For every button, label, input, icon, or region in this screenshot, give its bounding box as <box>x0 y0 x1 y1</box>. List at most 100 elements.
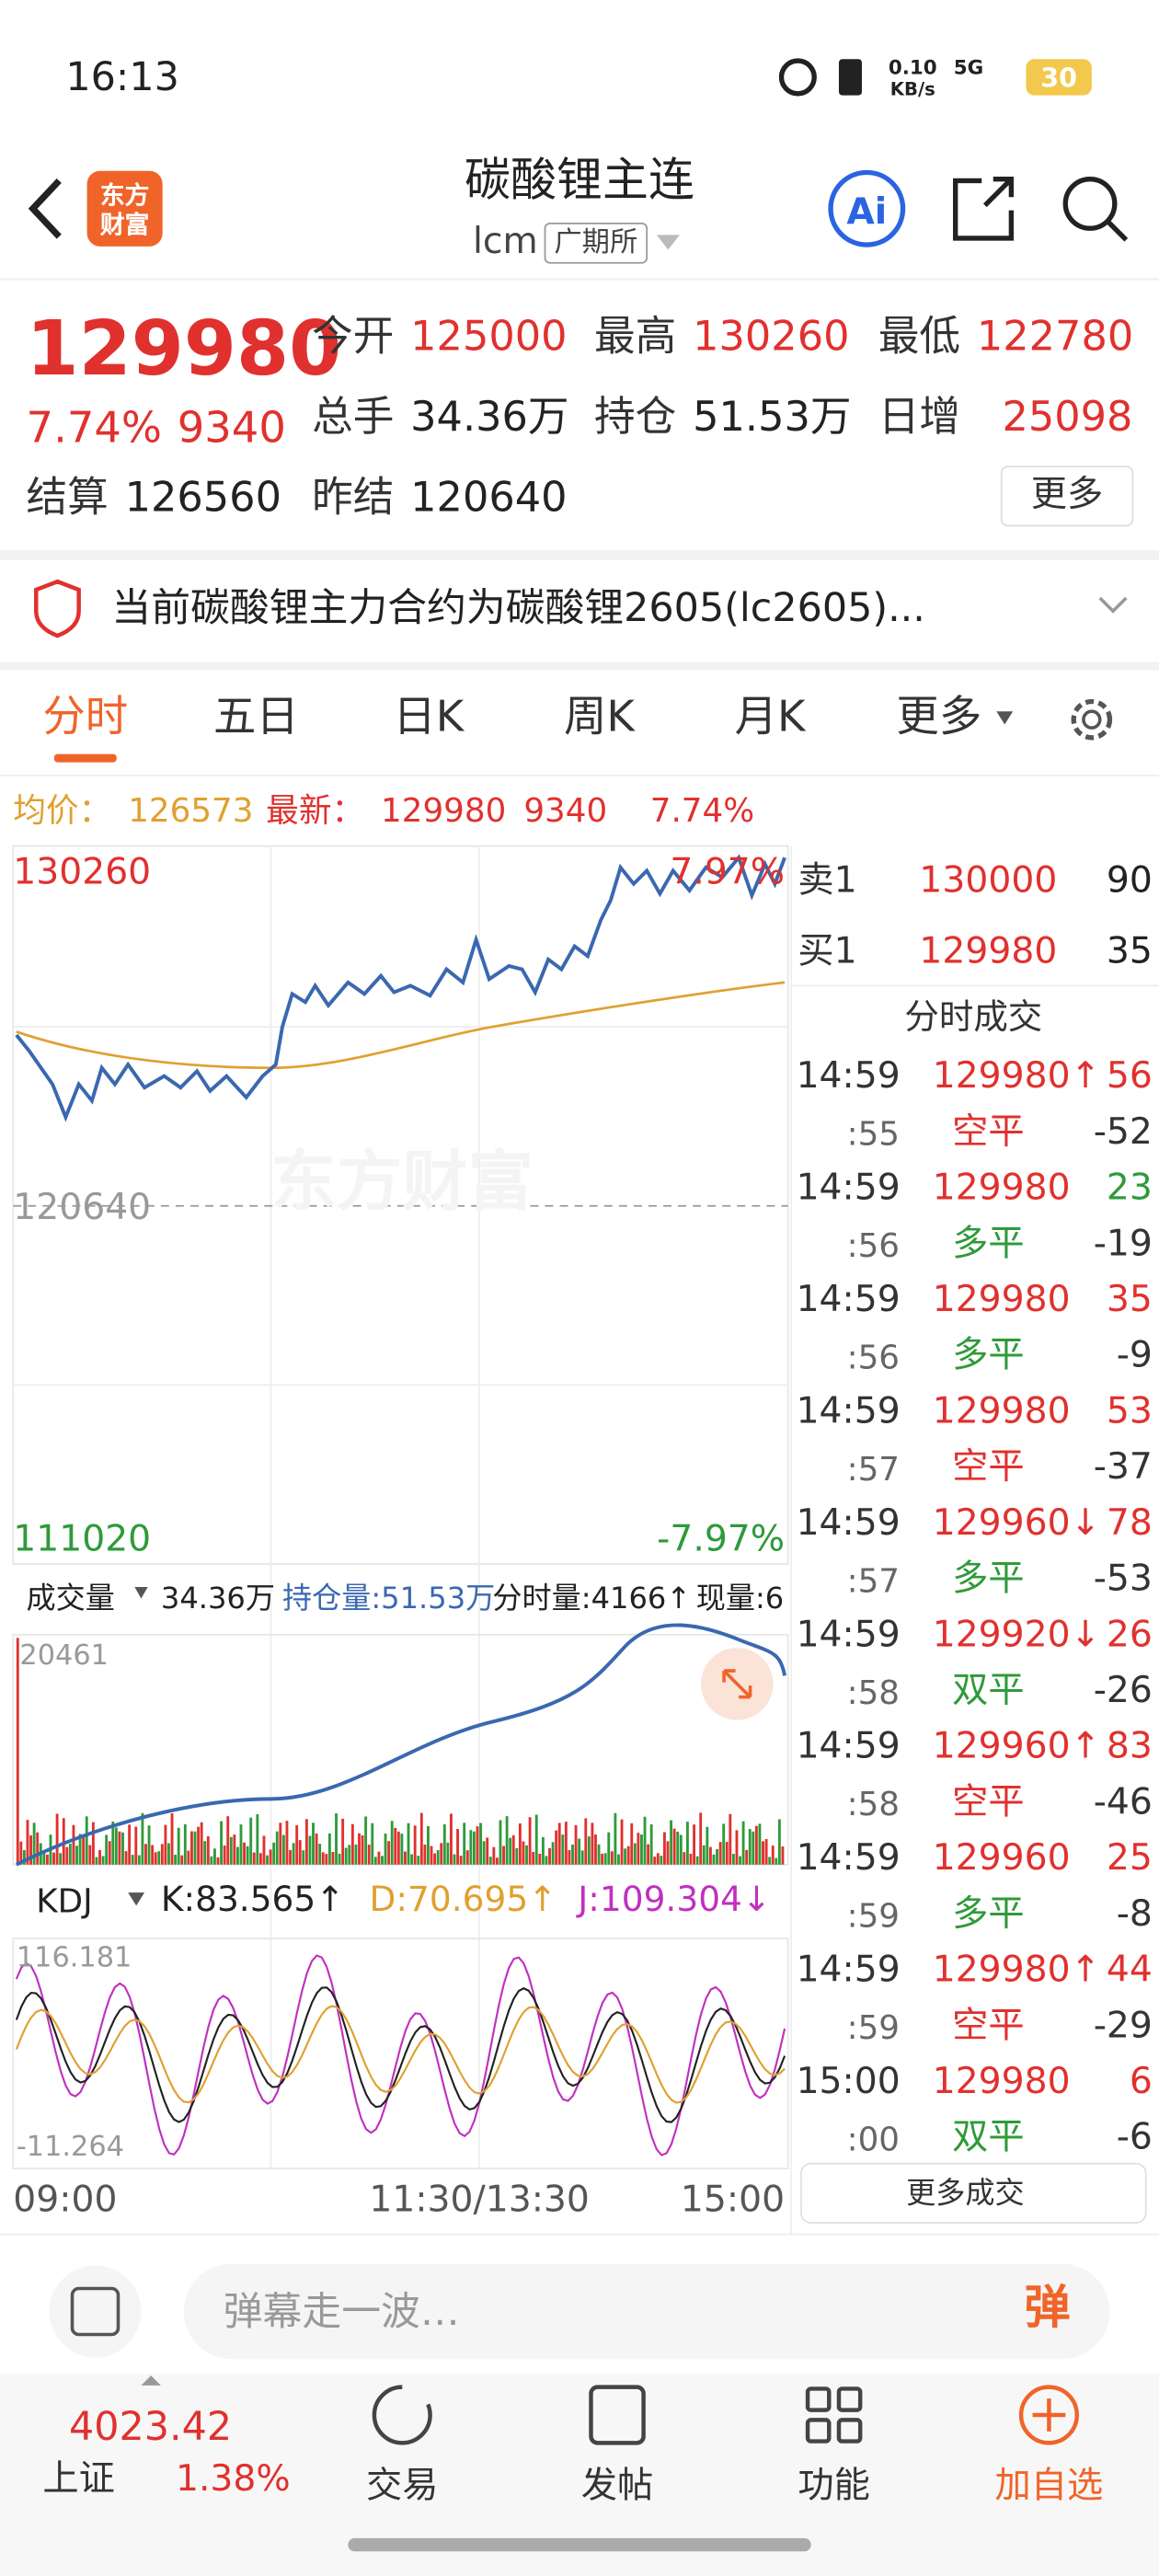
comment-icon-bg[interactable] <box>49 2265 142 2358</box>
trade-change: -53 <box>1093 1558 1153 1600</box>
volume-bar <box>603 1853 607 1865</box>
tab[interactable]: 月K <box>734 694 806 743</box>
search-icon[interactable] <box>1062 176 1118 231</box>
volume-bar <box>450 1813 453 1865</box>
trade-price: 129980 <box>932 1391 1071 1432</box>
settings-icon[interactable] <box>1071 698 1113 741</box>
volume-max: 20461 <box>19 1639 109 1673</box>
trade-second: :57 <box>846 1560 901 1601</box>
volume-bar <box>545 1856 548 1865</box>
volume-bar <box>190 1831 193 1865</box>
nav-label[interactable]: 发帖 <box>580 2465 654 2507</box>
volume-bar <box>213 1848 216 1865</box>
volume-bar <box>574 1824 578 1865</box>
volume-bar <box>617 1854 620 1865</box>
kdj-frame <box>12 1938 789 2170</box>
volume-bar <box>390 1821 394 1865</box>
more-trades-button[interactable] <box>800 2162 1147 2224</box>
danmaku-button[interactable]: 弹 <box>1024 2280 1071 2335</box>
post-icon[interactable] <box>589 2385 646 2445</box>
volume-bar <box>279 1823 282 1865</box>
field-value: 130260 <box>693 312 850 361</box>
nav-label[interactable]: 交易 <box>365 2465 439 2507</box>
back-icon[interactable] <box>28 178 62 239</box>
volume-bar <box>144 1844 147 1865</box>
volume-bar <box>482 1841 486 1865</box>
nav-label[interactable]: 加自选 <box>994 2465 1104 2507</box>
volume-bar <box>427 1825 430 1865</box>
volume-bar <box>509 1837 512 1865</box>
volume-bar <box>640 1834 643 1865</box>
ai-icon[interactable] <box>828 169 906 247</box>
volume-bar <box>735 1830 739 1865</box>
order-volume: 90 <box>1106 860 1153 902</box>
volume-bar <box>781 1846 785 1865</box>
dropdown-icon[interactable] <box>656 235 680 250</box>
selector-dropdown[interactable] <box>134 1586 148 1599</box>
kdj-selector[interactable]: KDJ <box>36 1880 93 1921</box>
comment-placeholder: 弹幕走一波… <box>223 2287 460 2334</box>
volume-bar <box>486 1837 489 1865</box>
volume-bar <box>371 1823 374 1865</box>
tab-dropdown[interactable] <box>996 711 1014 725</box>
title: 碳酸锂主连 <box>465 153 694 208</box>
tab[interactable]: 更多 <box>896 694 982 743</box>
trade-second: :59 <box>846 1895 901 1936</box>
gap <box>0 550 1159 560</box>
volume-bar <box>272 1842 276 1865</box>
volume-bar <box>187 1850 190 1865</box>
trade-time: 14:59 <box>796 1614 901 1656</box>
tab[interactable]: 日K <box>393 694 465 743</box>
comment-input[interactable] <box>183 2263 1110 2360</box>
expand-index-icon[interactable] <box>141 2375 161 2386</box>
volume-bar <box>252 1852 256 1865</box>
volume-bar <box>226 1816 230 1865</box>
volume-bar <box>775 1857 778 1865</box>
exchange-box <box>544 222 648 264</box>
nav-label[interactable]: 功能 <box>798 2465 870 2507</box>
volume-bar <box>72 1824 75 1865</box>
ref-label: 120640 <box>13 1187 152 1229</box>
volume-bar <box>495 1857 499 1865</box>
volume-bar <box>246 1846 249 1865</box>
volume-bar <box>396 1831 400 1865</box>
volume-bar <box>722 1823 726 1865</box>
open-interest: 持仓量:51.53万 <box>281 1581 496 1617</box>
volume-bar <box>551 1842 555 1865</box>
notice[interactable]: 当前碳酸锂主力合约为碳酸锂2605(lc2605)... <box>111 583 925 630</box>
volume-bar <box>384 1833 387 1865</box>
tab[interactable]: 分时 <box>42 694 129 743</box>
trade-icon[interactable] <box>372 2385 432 2445</box>
volume-bar <box>124 1851 128 1865</box>
trade-time: 14:59 <box>796 1949 901 1991</box>
volume-bar <box>75 1846 78 1865</box>
trade-volume: 25 <box>1106 1837 1153 1880</box>
volume-bar <box>561 1834 565 1865</box>
status-time: 16:13 <box>65 53 179 100</box>
volume-bar <box>676 1831 680 1865</box>
trade-change: -19 <box>1093 1223 1153 1265</box>
trade-price: 129980↑ <box>932 1949 1101 1991</box>
add-watch-icon[interactable] <box>1018 2385 1079 2445</box>
volume-bar <box>476 1826 479 1865</box>
tab[interactable]: 周K <box>563 694 635 743</box>
expand-icon[interactable] <box>1098 596 1128 614</box>
volume-selector[interactable]: 成交量 <box>26 1581 115 1617</box>
volume-bar <box>174 1855 178 1865</box>
volume-bar <box>312 1823 315 1865</box>
volume-bar <box>134 1826 138 1865</box>
selector-dropdown[interactable] <box>128 1892 145 1906</box>
more-trades[interactable]: 更多成交 <box>906 2177 1025 2212</box>
function-icon[interactable] <box>805 2386 863 2444</box>
share-icon[interactable] <box>953 176 1015 241</box>
trade-type: 多平 <box>952 1558 1025 1600</box>
field-value: 125000 <box>410 312 568 361</box>
kdj-line <box>15 1986 786 2123</box>
tab[interactable]: 五日 <box>212 694 299 743</box>
volume-bar <box>85 1816 88 1865</box>
more-button[interactable] <box>1000 466 1134 527</box>
more-button-label[interactable]: 更多 <box>1030 474 1104 516</box>
trade-volume: 53 <box>1106 1391 1153 1432</box>
volume-bar <box>350 1823 354 1865</box>
volume-bar <box>233 1834 236 1865</box>
